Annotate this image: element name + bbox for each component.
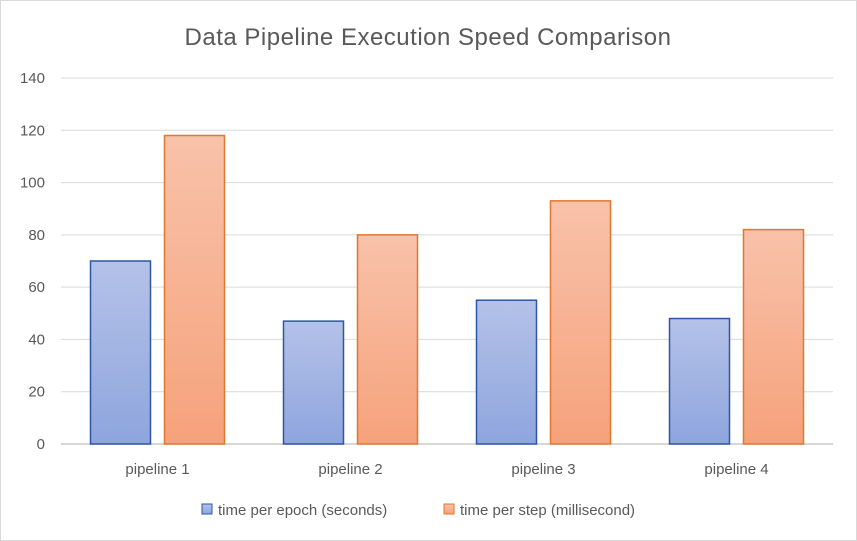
y-tick-label: 80: [28, 227, 45, 244]
x-tick-label: pipeline 3: [511, 461, 575, 478]
bar-pipeline-4-series-1: [668, 317, 731, 445]
y-tick-label: 100: [20, 175, 45, 192]
bar-pipeline-1-series-2: [163, 134, 226, 445]
y-axis-ticks: 0 20 40 60 80 100 120 140: [20, 70, 45, 453]
bar-pipeline-2-series-2: [356, 234, 419, 445]
bar-pipeline-1-series-1: [89, 260, 152, 445]
bar-pipeline-3-series-1: [475, 299, 538, 445]
bar-pipeline-2-series-1: [282, 320, 345, 445]
legend-label-series-1: time per epoch (seconds): [218, 502, 387, 519]
x-axis-ticks: pipeline 1 pipeline 2 pipeline 3 pipeline 4: [125, 461, 768, 478]
x-tick-label: pipeline 4: [704, 461, 768, 478]
bars: [89, 134, 805, 445]
y-tick-label: 20: [28, 384, 45, 401]
legend: time per epoch (seconds) time per step (m…: [201, 502, 635, 519]
chart-title: Data Pipeline Execution Speed Comparison: [185, 24, 672, 51]
y-tick-label: 120: [20, 122, 45, 139]
legend-swatch-series-1: [201, 503, 213, 515]
x-tick-label: pipeline 1: [125, 461, 189, 478]
y-tick-label: 40: [28, 331, 45, 348]
y-tick-label: 0: [37, 436, 45, 453]
y-tick-label: 60: [28, 279, 45, 296]
legend-swatch-series-2: [443, 503, 455, 515]
legend-label-series-2: time per step (millisecond): [460, 502, 635, 519]
x-tick-label: pipeline 2: [318, 461, 382, 478]
y-tick-label: 140: [20, 70, 45, 87]
bar-pipeline-3-series-2: [549, 200, 612, 445]
bar-pipeline-4-series-2: [742, 228, 805, 445]
